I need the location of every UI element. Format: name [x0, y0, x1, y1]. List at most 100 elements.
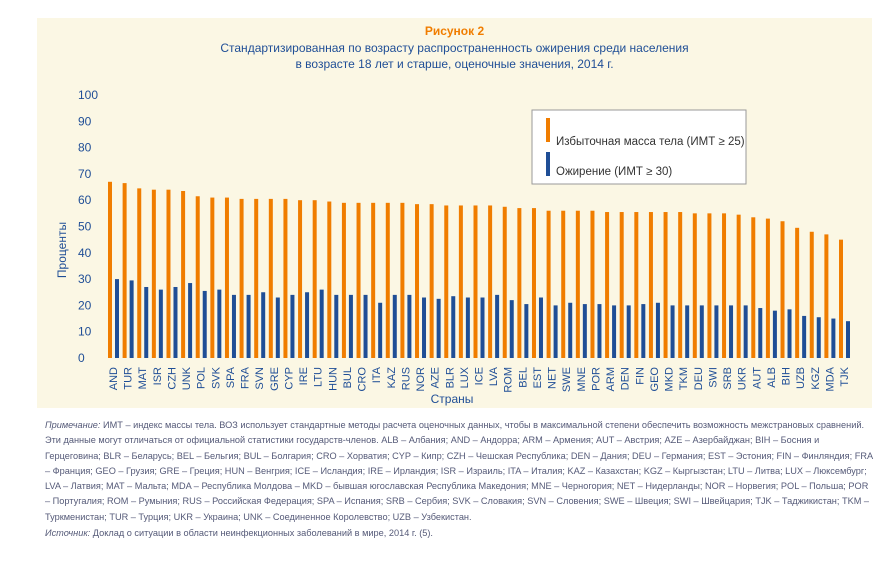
x-tick-label: LUX	[459, 366, 471, 388]
x-tick-label: GRE	[269, 367, 281, 391]
bar-overweight	[195, 196, 200, 358]
bar-overweight	[736, 214, 741, 358]
x-tick-label: ROM	[503, 367, 515, 393]
bar-overweight	[824, 234, 829, 358]
bar-obesity	[787, 309, 792, 358]
bar-obesity	[655, 302, 660, 358]
bar-overweight	[371, 202, 376, 358]
x-tick-label: KGZ	[810, 367, 822, 390]
legend-label-obesity: Ожирение (ИМТ ≥ 30)	[556, 166, 672, 178]
bar-obesity	[436, 298, 441, 358]
bar-obesity	[348, 294, 353, 358]
bar-obesity	[495, 294, 500, 358]
bar-obesity	[641, 304, 646, 358]
bar-obesity	[407, 294, 412, 358]
legend-swatch-obesity	[546, 152, 550, 176]
bar-obesity	[743, 305, 748, 358]
notes-text: ИМТ – индекс массы тела. ВОЗ использует …	[45, 420, 873, 522]
y-tick-label: 10	[78, 325, 92, 339]
y-tick-label: 20	[78, 298, 92, 312]
x-axis-label: Страны	[431, 392, 474, 406]
bar-obesity	[670, 305, 675, 358]
y-tick-label: 60	[78, 193, 92, 207]
bar-overweight	[166, 189, 171, 358]
y-tick-label: 50	[78, 220, 92, 234]
x-tick-label: DEU	[693, 367, 705, 390]
bar-obesity	[758, 308, 763, 358]
bar-overweight	[312, 200, 317, 358]
bar-overweight	[298, 200, 303, 358]
bar-obesity	[465, 297, 470, 358]
x-tick-label: AZE	[430, 367, 442, 388]
bar-overweight	[488, 205, 493, 358]
bar-overweight	[575, 210, 580, 358]
x-tick-label: BEL	[517, 367, 529, 388]
x-tick-label: POL	[196, 367, 208, 389]
bar-obesity	[685, 305, 690, 358]
x-tick-label: SRB	[722, 367, 734, 390]
bar-obesity	[115, 279, 119, 358]
bar-overweight	[707, 213, 712, 358]
bar-obesity	[305, 292, 310, 358]
bar-overweight	[517, 208, 522, 358]
bar-overweight	[400, 202, 405, 358]
y-tick-label: 90	[78, 114, 92, 128]
figure-title-line1: Стандартизированная по возрасту распрост…	[220, 41, 689, 55]
bar-obesity	[144, 286, 149, 358]
bar-overweight	[590, 210, 595, 358]
bar-overweight	[108, 181, 112, 358]
bar-obesity	[509, 300, 514, 358]
bar-overweight	[341, 202, 346, 358]
bar-obesity	[582, 304, 587, 358]
bar-obesity	[699, 305, 704, 358]
bar-obesity	[816, 317, 821, 358]
bar-overweight	[751, 217, 756, 358]
y-tick-label: 0	[78, 351, 85, 365]
y-tick-label: 70	[78, 167, 92, 181]
bar-overweight	[283, 198, 288, 358]
bar-obesity	[422, 297, 427, 358]
bar-overweight	[546, 210, 551, 358]
bar-overweight	[809, 231, 814, 358]
y-tick-label: 100	[78, 88, 98, 102]
x-tick-label: RUS	[400, 367, 412, 390]
bar-overweight	[648, 212, 653, 358]
y-tick-label: 40	[78, 246, 92, 260]
bar-overweight	[692, 213, 697, 358]
x-tick-label: UZB	[795, 367, 807, 389]
bar-overweight	[429, 204, 434, 358]
x-tick-label: TUR	[123, 367, 135, 390]
notes-prefix: Примечание:	[45, 420, 101, 430]
bar-overweight	[444, 205, 449, 358]
x-tick-label: KAZ	[386, 367, 398, 389]
bar-overweight	[473, 205, 478, 358]
x-tick-label: GEO	[649, 367, 661, 392]
bar-obesity	[538, 297, 543, 358]
x-tick-label: CYP	[283, 367, 295, 390]
bar-obesity	[392, 294, 397, 358]
x-tick-label: MAT	[137, 367, 149, 390]
x-tick-label: SPA	[225, 366, 237, 388]
x-tick-label: AUT	[751, 367, 763, 389]
x-tick-label: FRA	[240, 366, 252, 389]
bar-overweight	[254, 198, 259, 358]
bar-obesity	[246, 294, 251, 358]
bar-overweight	[137, 188, 142, 358]
x-tick-label: TJK	[839, 366, 851, 386]
bar-overweight	[722, 213, 727, 358]
bar-obesity	[319, 289, 324, 358]
figure-source: Источник: Доклад о ситуации в области не…	[45, 528, 875, 538]
y-tick-label: 30	[78, 272, 92, 286]
bar-overweight	[605, 212, 610, 358]
bar-obesity	[846, 321, 850, 358]
x-tick-label: ITA	[371, 366, 383, 383]
x-tick-label: LTU	[313, 367, 325, 387]
figure-label: Рисунок 2	[424, 24, 485, 38]
x-tick-label: SWI	[707, 367, 719, 388]
x-tick-label: SVK	[210, 366, 222, 389]
x-tick-label: AND	[108, 367, 120, 390]
bar-obesity	[334, 294, 339, 358]
bar-overweight	[385, 202, 390, 358]
x-tick-label: ARM	[605, 367, 617, 391]
x-tick-label: CZH	[166, 367, 178, 390]
